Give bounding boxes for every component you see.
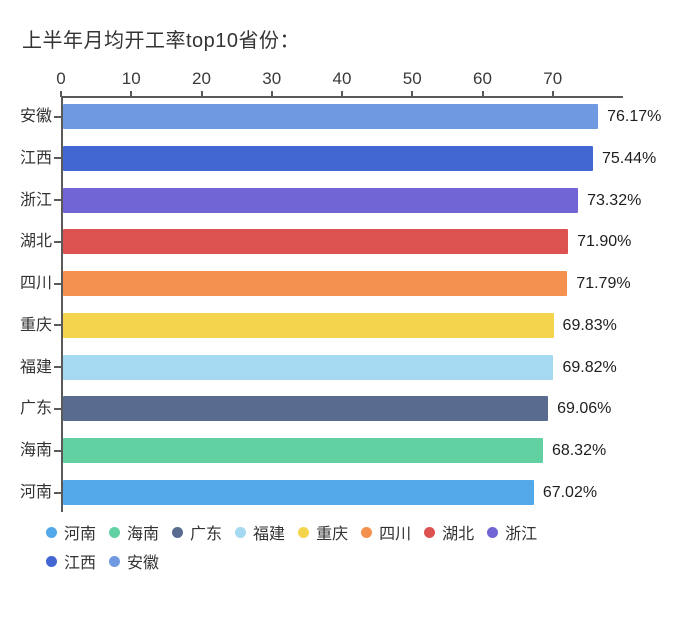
category-label: 广东 [19,400,52,418]
legend-label: 安徽 [127,555,160,572]
y-tick-mark [54,157,61,160]
y-tick-mark [54,407,61,410]
x-tick-mark [411,91,414,97]
x-tick-mark [341,91,343,97]
bar-重庆 [63,312,554,338]
category-label: 海南 [19,442,52,460]
legend-dot-icon [46,555,57,567]
category-label: 福建 [19,358,52,376]
category-label: 浙江 [19,191,52,209]
legend-label: 重庆 [316,526,349,543]
bar-安徽 [63,104,599,129]
x-tick-label: 60 [473,69,492,88]
legend-label: 海南 [127,526,160,543]
category-label: 湖北 [19,233,52,251]
y-tick-mark [54,449,61,452]
bar-湖北 [63,229,569,255]
legend-label: 广东 [190,526,223,543]
legend-item-广东: 广东 [172,521,222,543]
chart-title: 上半年月均开工率top10省份： [22,30,301,52]
bar-河南 [63,480,534,506]
x-tick-label: 40 [332,69,352,88]
y-tick-mark [54,324,61,327]
bar-海南 [63,438,543,464]
legend-dot-icon [361,526,373,538]
legend: 河南 海南 广东 福建 重庆 四川 湖北 浙江江西 安徽 [46,521,558,572]
x-tick-mark [60,91,62,97]
legend-dot-icon [424,526,436,538]
bar-广东 [63,396,549,422]
category-label: 河南 [19,484,52,502]
y-axis-line [61,96,63,512]
bar-浙江 [63,187,579,213]
legend-dot-icon [46,526,57,538]
y-tick-mark [54,115,61,118]
x-tick-mark [481,91,484,97]
x-tick-mark [270,91,273,97]
legend-dot-icon [487,526,499,538]
value-label: 75.44% [601,149,657,167]
legend-item-海南: 海南 [109,521,159,543]
legend-label: 福建 [253,526,286,543]
y-tick-mark [54,282,61,285]
bar-福建 [63,354,554,380]
category-label: 重庆 [19,316,52,334]
legend-item-河南: 河南 [46,521,96,543]
value-label: 68.32% [551,442,607,460]
value-label: 69.83% [562,316,617,334]
value-label: 73.32% [587,191,642,209]
x-axis-line [61,96,623,98]
y-tick-mark [54,199,61,202]
legend-dot-icon [172,526,184,538]
legend-label: 河南 [64,526,97,543]
legend-item-浙江: 浙江 [487,521,537,543]
category-label: 四川 [19,275,52,293]
legend-item-重庆: 重庆 [298,521,348,543]
x-tick-label: 0 [56,69,66,88]
x-tick-label: 10 [121,69,141,88]
legend-label: 湖北 [442,526,475,543]
category-label: 江西 [19,149,52,167]
legend-label: 浙江 [505,526,538,543]
legend-dot-icon [109,555,121,567]
legend-dot-icon [109,526,121,538]
legend-item-安徽: 安徽 [109,550,159,572]
x-tick-label: 20 [192,69,211,88]
x-tick-mark [200,91,203,97]
x-tick-mark [551,91,554,97]
legend-dot-icon [235,526,247,538]
legend-item-福建: 福建 [235,521,285,543]
value-label: 71.79% [576,275,631,293]
x-tick-label: 70 [543,69,563,88]
value-label: 69.82% [562,358,617,376]
bar-江西 [63,145,593,171]
legend-label: 江西 [64,555,97,572]
legend-item-四川: 四川 [361,521,411,543]
x-tick-mark [130,91,133,97]
y-tick-mark [54,240,61,243]
legend-item-江西: 江西 [46,550,96,572]
value-label: 69.06% [557,400,612,418]
value-label: 71.90% [577,233,632,251]
y-tick-mark [54,491,61,494]
legend-label: 四川 [379,526,412,543]
x-tick-label: 50 [402,69,422,88]
legend-item-湖北: 湖北 [424,521,474,543]
legend-dot-icon [298,526,310,538]
value-label: 76.17% [607,108,662,125]
x-tick-label: 30 [262,69,282,88]
value-label: 67.02% [542,484,598,502]
bar-四川 [63,271,568,297]
category-label: 安徽 [19,108,52,125]
y-tick-mark [54,366,61,369]
